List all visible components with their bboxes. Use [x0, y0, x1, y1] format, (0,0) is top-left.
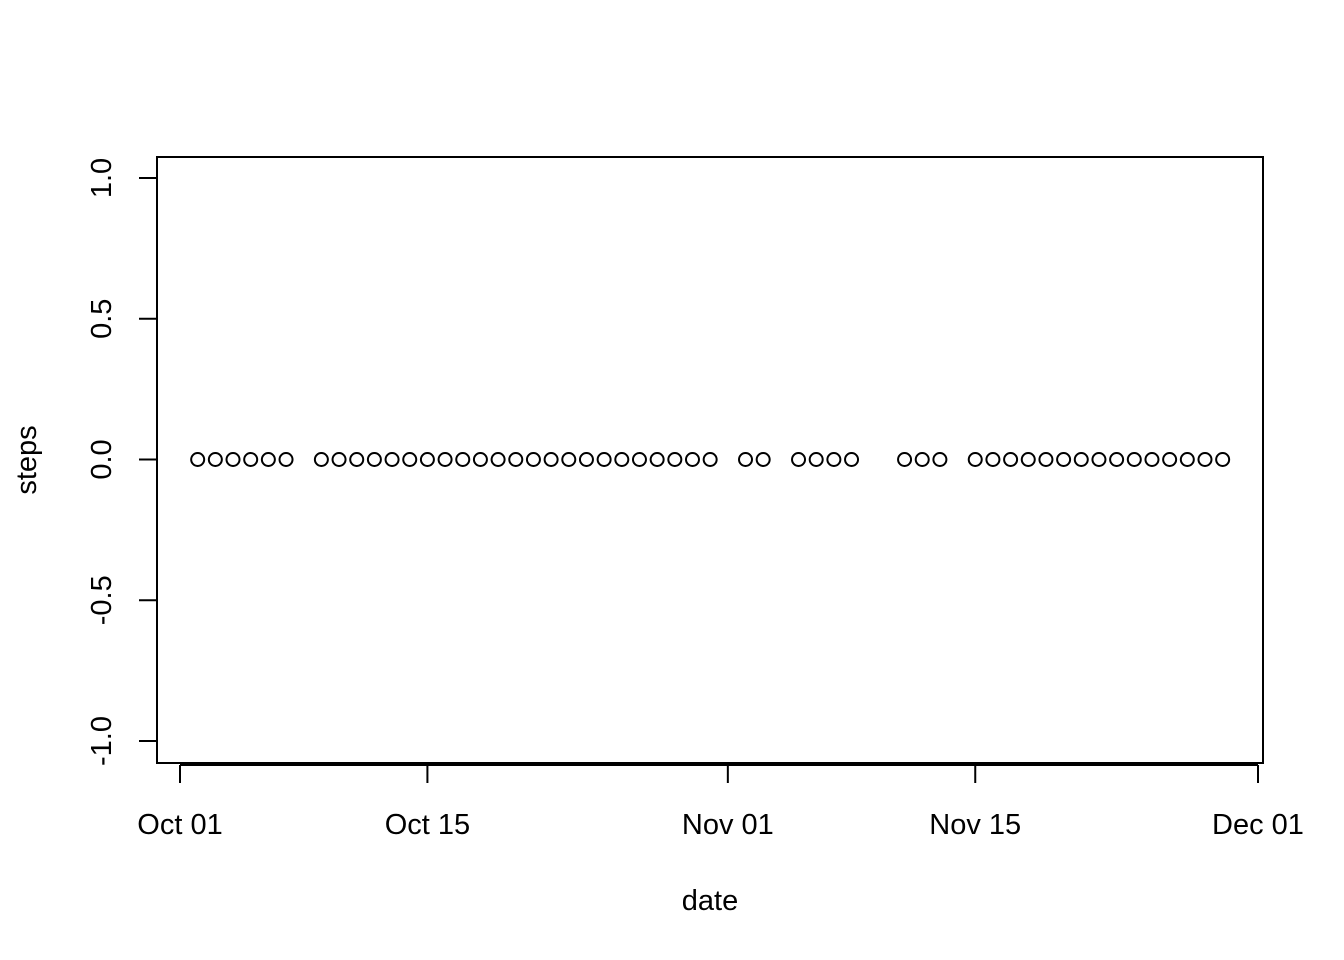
data-point	[1003, 452, 1019, 467]
data-point	[914, 452, 930, 467]
data-points	[190, 452, 1231, 467]
x-tick-label: Nov 15	[929, 809, 1021, 841]
x-tick-label: Oct 01	[137, 809, 222, 841]
y-tick-label: -0.5	[86, 575, 118, 625]
data-point	[384, 452, 400, 467]
data-point	[932, 452, 948, 467]
data-point	[1179, 452, 1195, 467]
data-point	[1215, 452, 1231, 467]
data-point	[561, 452, 577, 467]
plot-area-frame	[156, 156, 1264, 764]
data-point	[1056, 452, 1072, 467]
data-point	[614, 452, 630, 467]
data-point	[1038, 452, 1054, 467]
x-tick-label: Oct 15	[385, 809, 470, 841]
y-axis: -1.0 -0.5 0.0 0.5 1.0	[86, 158, 158, 766]
data-point	[1197, 452, 1213, 467]
x-axis: Oct 01 Oct 15 Nov 01 Nov 15 Dec 01	[137, 764, 1304, 841]
data-point	[260, 452, 276, 467]
data-point	[366, 452, 382, 467]
data-point	[190, 452, 206, 467]
y-tick-label: 0.0	[86, 439, 118, 479]
data-point	[578, 452, 594, 467]
data-point	[207, 452, 223, 467]
data-point	[1020, 452, 1036, 467]
y-tick-label: 0.5	[86, 299, 118, 339]
data-point	[508, 452, 524, 467]
data-point	[313, 452, 329, 467]
data-point	[543, 452, 559, 467]
data-point	[278, 452, 294, 467]
data-point	[738, 452, 754, 467]
data-point	[844, 452, 860, 467]
data-point	[667, 452, 683, 467]
data-point	[1126, 452, 1142, 467]
data-point	[525, 452, 541, 467]
data-point	[402, 452, 418, 467]
x-tick-label: Nov 01	[682, 809, 774, 841]
data-point	[225, 452, 241, 467]
data-point	[455, 452, 471, 467]
data-point	[702, 452, 718, 467]
y-tick-label: -1.0	[86, 716, 118, 766]
x-tick-label: Dec 01	[1212, 809, 1304, 841]
data-point	[419, 452, 435, 467]
data-point	[684, 452, 700, 467]
data-point	[755, 452, 771, 467]
y-tick-label: 1.0	[86, 158, 118, 198]
data-point	[791, 452, 807, 467]
data-point	[897, 452, 913, 467]
data-point	[1144, 452, 1160, 467]
data-point	[490, 452, 506, 467]
data-point	[243, 452, 259, 467]
data-point	[649, 452, 665, 467]
x-axis-title: date	[682, 885, 738, 917]
data-point	[967, 452, 983, 467]
data-point	[331, 452, 347, 467]
data-point	[1073, 452, 1089, 467]
data-point	[1091, 452, 1107, 467]
data-point	[596, 452, 612, 467]
data-point	[631, 452, 647, 467]
data-point	[1162, 452, 1178, 467]
data-point	[472, 452, 488, 467]
data-point	[826, 452, 842, 467]
data-point	[808, 452, 824, 467]
data-point	[437, 452, 453, 467]
data-point	[349, 452, 365, 467]
data-point	[985, 452, 1001, 467]
y-axis-title: steps	[11, 425, 43, 494]
data-point	[1109, 452, 1125, 467]
